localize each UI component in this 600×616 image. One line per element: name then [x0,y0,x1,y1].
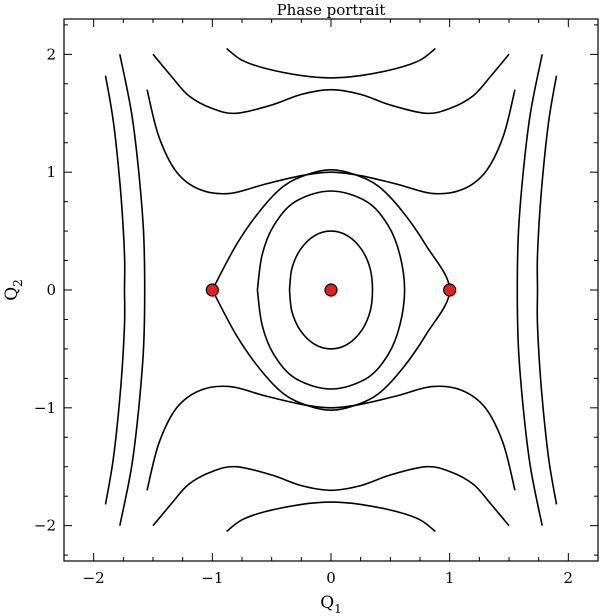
orbit-curve-6 [152,53,510,115]
equilibrium-point [443,283,457,297]
x-tick-label: 2 [564,569,574,587]
orbit-curve-9 [226,501,436,533]
x-axis-title-subscript: 1 [334,602,342,616]
y-axis-title-main: Q [2,287,22,301]
y-tick-label: −2 [34,517,56,535]
y-tick-label: 0 [46,281,56,299]
y-tick-labels: −2 −1 0 1 2 [34,45,56,534]
y-tick-label: 2 [46,45,56,63]
y-tick-label: 1 [46,163,56,181]
x-tick-labels: −2 −1 0 1 2 [83,569,574,587]
orbit-curve-4 [146,89,516,195]
orbit-curve-13 [536,75,558,505]
chart-title: Phase portrait [277,1,386,19]
orbit-curve-7 [152,465,510,527]
y-tick-label: −1 [34,399,56,417]
x-axis-title-main: Q [320,593,334,613]
orbit-curve-11 [516,54,543,526]
x-tick-label: 1 [445,569,455,587]
y-axis-title-subscript: 2 [11,279,25,287]
orbit-curve-5 [146,385,516,491]
orbit-curves [104,47,558,533]
x-tick-label: 0 [326,569,336,587]
orbit-curve-12 [104,75,126,505]
x-axis-title: Q1 [320,593,342,616]
equilibrium-point [324,283,338,297]
orbit-curve-2 [288,230,374,350]
y-axis-title: Q2 [2,279,25,301]
orbit-curve-1 [256,190,406,390]
equilibrium-point [205,283,219,297]
x-tick-label: −1 [201,569,223,587]
plot-frame [63,18,599,562]
x-tick-label: −2 [83,569,105,587]
orbit-curve-10 [119,54,146,526]
equilibrium-points [205,283,457,297]
orbit-curve-8 [226,47,436,79]
